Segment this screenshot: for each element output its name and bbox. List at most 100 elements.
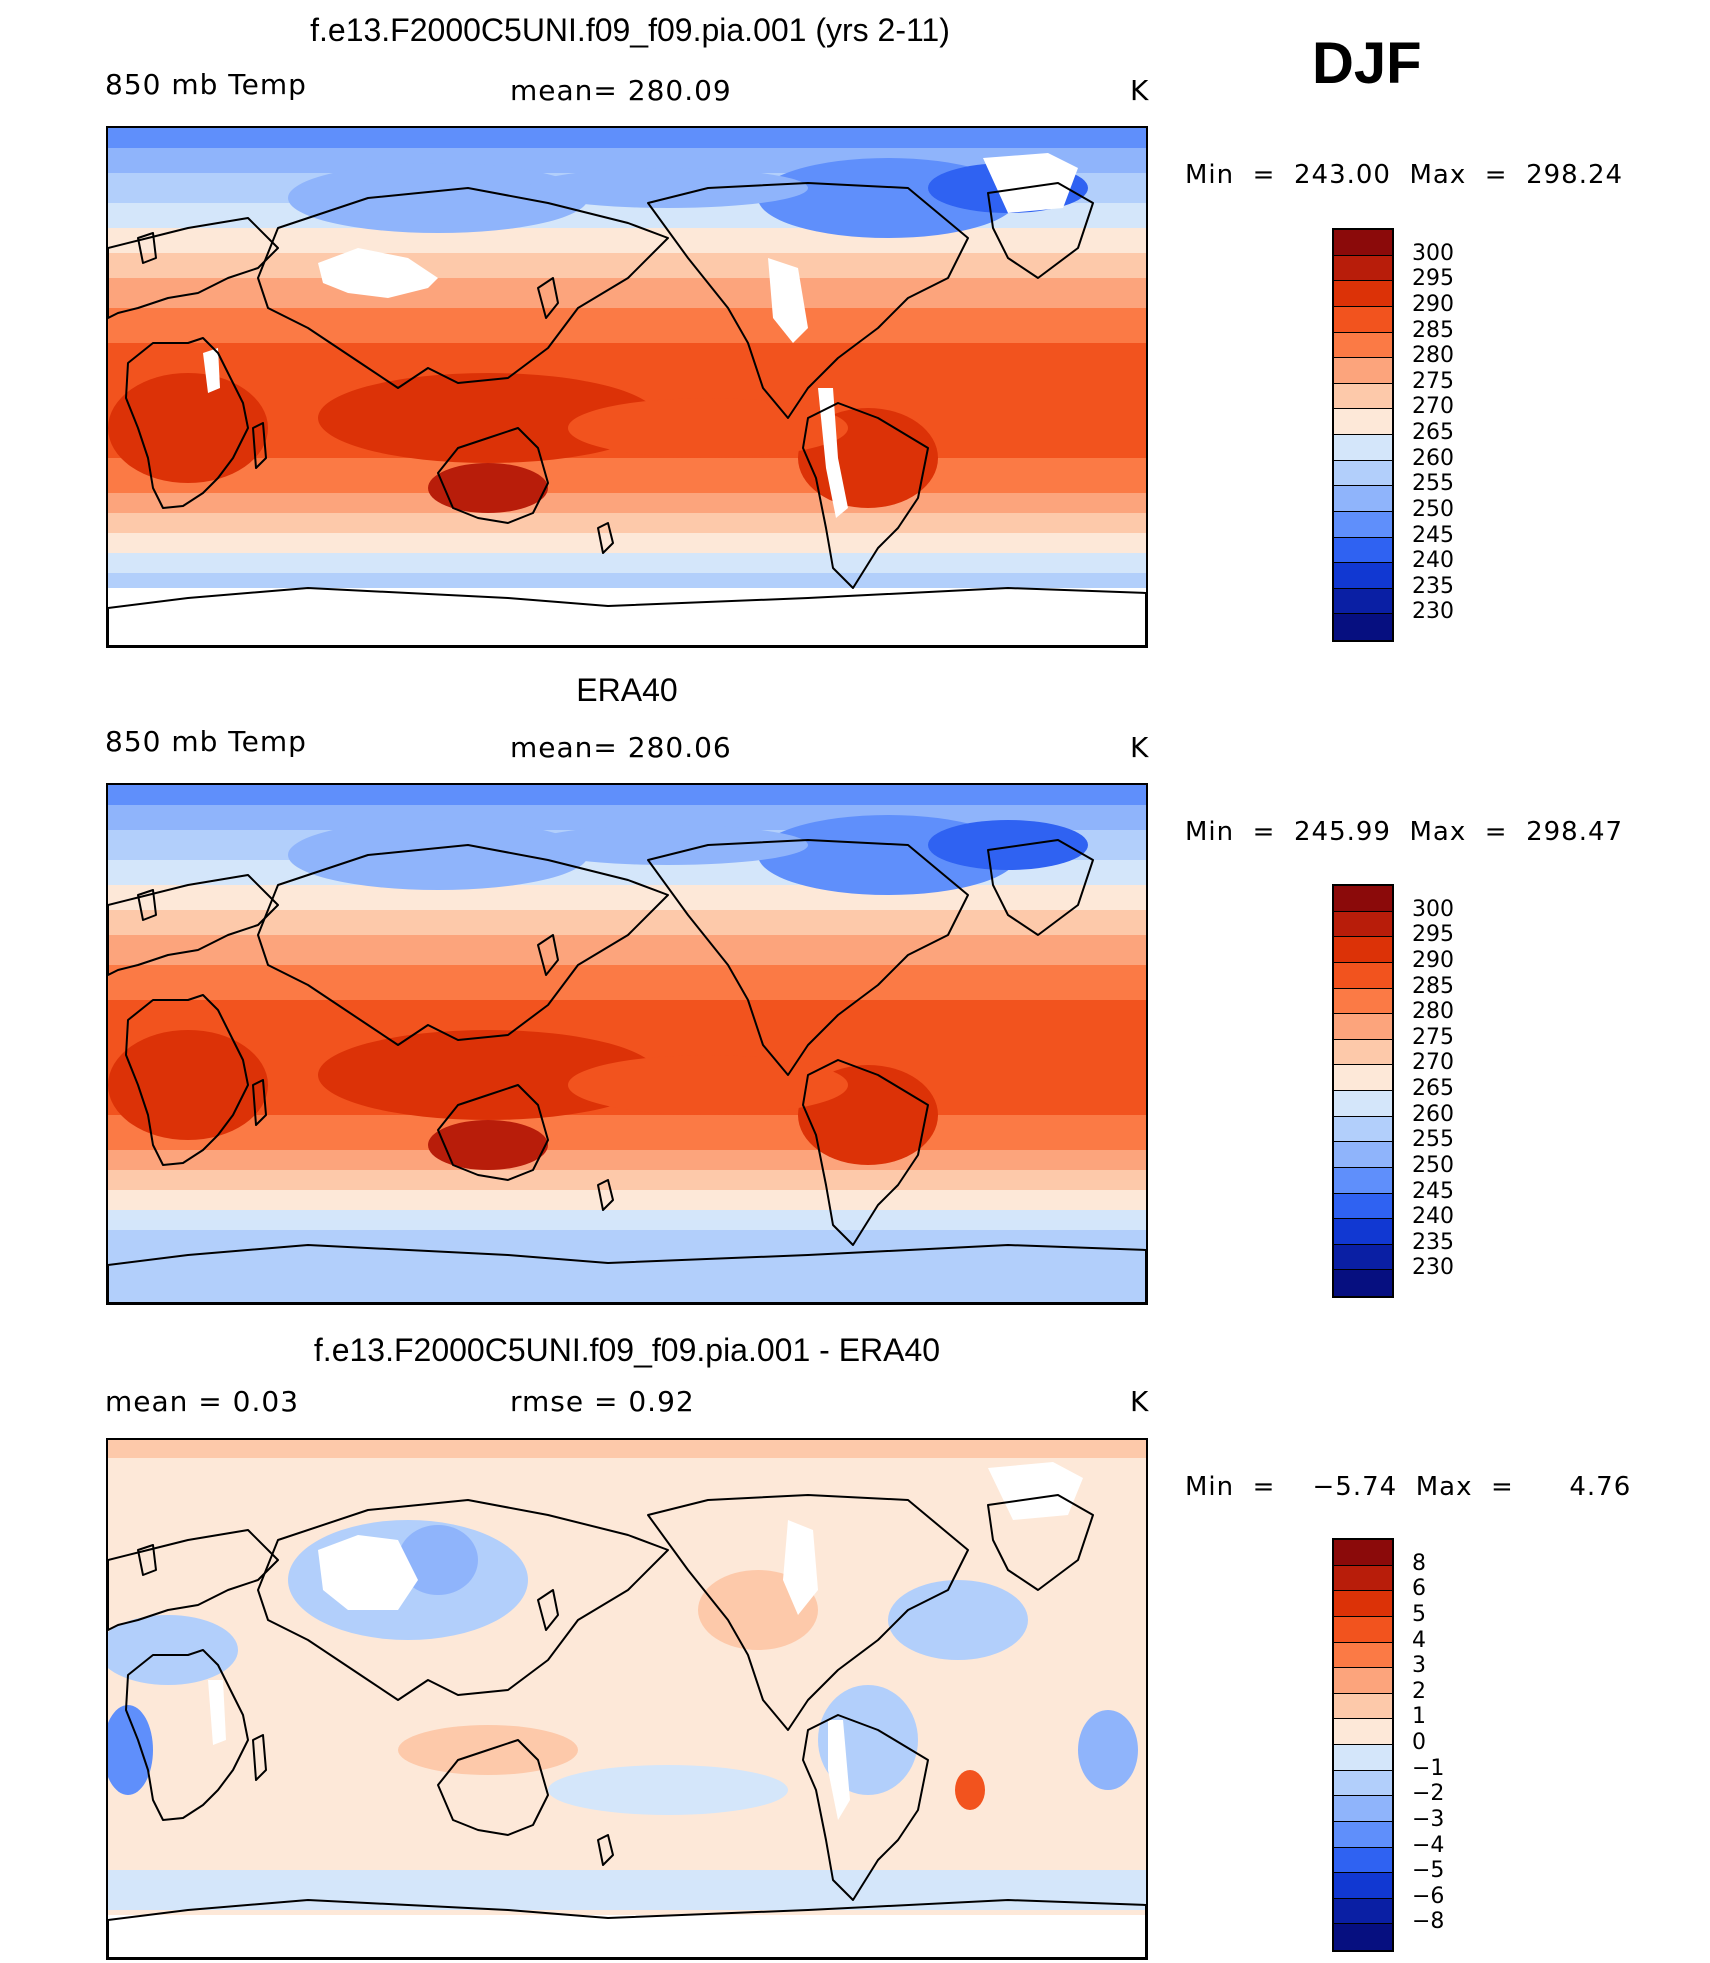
- colorbar-tick-label: −2: [1412, 1781, 1445, 1807]
- warm-core-australia: [428, 463, 548, 513]
- panel-1-variable-label: 850 mb Temp: [105, 68, 307, 101]
- warm-pool-indo-pacific: [318, 1030, 658, 1120]
- panel-1-map: [106, 126, 1148, 648]
- colorbar-swatch: [1334, 1167, 1392, 1194]
- panel-3-mean-label: mean = 0.03: [105, 1385, 300, 1418]
- colorbar-tick-label: 2: [1412, 1678, 1426, 1704]
- coastline-madagascar: [252, 1734, 267, 1781]
- panel-3-minmax: Min = −5.74 Max = 4.76: [1185, 1472, 1632, 1502]
- temperature-band: [108, 458, 1146, 493]
- coastline-asia: [257, 1499, 669, 1701]
- coastline-samerica: [802, 1059, 929, 1246]
- coastline-antarctica: [108, 587, 1146, 646]
- panel-3-title: f.e13.F2000C5UNI.f09_f09.pia.001 - ERA40: [313, 1332, 941, 1368]
- colorbar-swatch: [1334, 1091, 1392, 1117]
- colorbar-tick-label: 275: [1412, 1024, 1454, 1050]
- colorbar-tick-label: 270: [1412, 1050, 1454, 1076]
- temperature-band: [108, 935, 1146, 965]
- warm-pool-africa: [108, 373, 268, 483]
- temperature-band: [108, 308, 1146, 343]
- coastline-namerica: [647, 1494, 969, 1731]
- colorbar-tick-label: 280: [1412, 343, 1454, 369]
- colorbar-swatch: [1334, 383, 1392, 410]
- colorbar-swatch: [1334, 1270, 1392, 1296]
- panel-2-colorbar: [1332, 884, 1394, 1298]
- temperature-band: [108, 785, 1146, 805]
- colorbar-swatch: [1334, 537, 1392, 564]
- colorbar-swatch: [1334, 1770, 1392, 1797]
- colorbar-swatch: [1334, 1193, 1392, 1220]
- colorbar-tick-label: 255: [1412, 1127, 1454, 1153]
- cold-pacific-arctic: [528, 168, 808, 208]
- cold-pacific-arctic: [528, 825, 808, 865]
- panel-3-map: [106, 1438, 1148, 1960]
- mask-east-africa: [208, 1680, 226, 1745]
- cold-siberia: [288, 163, 588, 233]
- panel-1-minmax: Min = 243.00 Max = 298.24: [1185, 160, 1624, 190]
- colorbar-swatch: [1334, 358, 1392, 384]
- coastline-madagascar: [252, 1079, 267, 1126]
- colorbar-swatch: [1334, 1219, 1392, 1245]
- colorbar-tick-label: −5: [1412, 1858, 1445, 1884]
- colorbar-tick-label: 6: [1412, 1576, 1426, 1602]
- temperature-band: [108, 533, 1146, 553]
- coastline-greenland: [987, 839, 1094, 936]
- colorbar-tick-label: 240: [1412, 1204, 1454, 1230]
- panel-3-colorbar: [1332, 1538, 1394, 1952]
- colorbar-swatch: [1334, 937, 1392, 963]
- mask-greenland: [988, 1462, 1083, 1520]
- colorbar-swatch: [1334, 563, 1392, 589]
- colorbar-tick-label: 295: [1412, 922, 1454, 948]
- colorbar-swatch: [1334, 1540, 1392, 1566]
- colorbar-tick-label: −8: [1412, 1909, 1445, 1935]
- colorbar-tick-label: 270: [1412, 394, 1454, 420]
- colorbar-swatch: [1334, 1014, 1392, 1040]
- colorbar-tick-label: 235: [1412, 1229, 1454, 1255]
- colorbar-tick-label: 265: [1412, 1076, 1454, 1102]
- temperature-band: [108, 513, 1146, 533]
- mask-tibet: [318, 1535, 418, 1610]
- colorbar-tick-label: 235: [1412, 573, 1454, 599]
- colorbar-swatch: [1334, 281, 1392, 307]
- temperature-band: [108, 965, 1146, 1000]
- coastline-antarctica: [108, 1899, 1146, 1958]
- colorbar-swatch: [1334, 1591, 1392, 1617]
- colorbar-swatch: [1334, 230, 1392, 256]
- coastline-japan: [537, 934, 559, 976]
- coastline-australia: [437, 427, 549, 524]
- warm-core-australia: [428, 1120, 548, 1170]
- panel-3-rmse-label: rmse = 0.92: [510, 1385, 695, 1418]
- colorbar-swatch: [1334, 409, 1392, 435]
- colorbar-swatch: [1334, 1244, 1392, 1271]
- coastline-uk: [137, 232, 157, 264]
- colorbar-swatch: [1334, 911, 1392, 938]
- coastline-europe: [108, 217, 279, 319]
- coastline-australia: [437, 1084, 549, 1181]
- colorbar-tick-label: 5: [1412, 1601, 1426, 1627]
- colorbar-tick-label: 250: [1412, 496, 1454, 522]
- colorbar-tick-label: 250: [1412, 1152, 1454, 1178]
- colorbar-swatch: [1334, 255, 1392, 282]
- colorbar-tick-label: 0: [1412, 1730, 1426, 1756]
- mask-rockies: [783, 1520, 818, 1615]
- temperature-band: [108, 1870, 1146, 1910]
- coastline-asia: [257, 187, 669, 389]
- colorbar-swatch: [1334, 1898, 1392, 1925]
- mask-east-africa: [203, 348, 220, 393]
- coastline-nz: [597, 1179, 614, 1211]
- colorbar-swatch: [1334, 486, 1392, 512]
- colorbar-tick-label: 265: [1412, 420, 1454, 446]
- colorbar-tick-label: 280: [1412, 999, 1454, 1025]
- temperature-band: [108, 493, 1146, 513]
- coastline-europe: [108, 1529, 279, 1631]
- colorbar-swatch: [1334, 1719, 1392, 1745]
- coastline-uk: [137, 1544, 157, 1576]
- colorbar-tick-label: −6: [1412, 1883, 1445, 1909]
- mask-andes: [818, 388, 848, 518]
- coastline-nz: [597, 1834, 614, 1866]
- temperature-band: [108, 553, 1146, 573]
- temperature-band: [108, 253, 1146, 278]
- colorbar-swatch: [1334, 1642, 1392, 1669]
- colorbar-swatch: [1334, 1116, 1392, 1143]
- pacific-band: [568, 398, 848, 458]
